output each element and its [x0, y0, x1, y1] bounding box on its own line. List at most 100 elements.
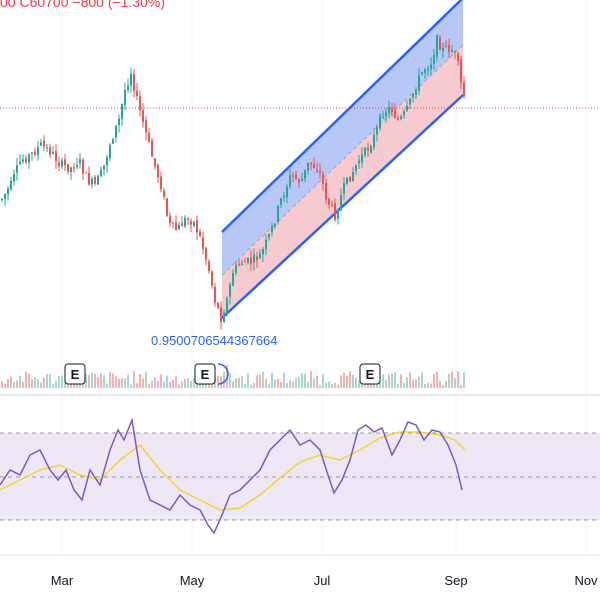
volume-bar: [40, 382, 42, 388]
earnings-marker: E: [194, 363, 216, 385]
candle-body: [97, 175, 99, 185]
volume-bar: [106, 383, 108, 388]
volume-bar: [37, 378, 39, 388]
volume-bar: [430, 383, 432, 388]
candle-body: [115, 125, 117, 138]
volume-bar: [436, 371, 438, 388]
volume-bar: [157, 381, 159, 388]
volume-bar: [358, 381, 360, 388]
volume-bar: [130, 384, 132, 388]
candle-body: [85, 172, 87, 174]
volume-bar: [52, 383, 54, 388]
candle-body: [169, 215, 171, 224]
volume-bar: [217, 375, 219, 388]
volume-bar: [307, 381, 309, 388]
volume-bar: [382, 374, 384, 388]
candle-body: [175, 222, 177, 230]
candle-body: [331, 204, 333, 206]
volume-bar: [229, 373, 231, 388]
candle-body: [379, 115, 381, 129]
volume-bar: [46, 373, 48, 388]
candle-body: [409, 98, 411, 105]
candle-body: [430, 64, 432, 70]
volume-bar: [439, 380, 441, 388]
volume-bar: [373, 381, 375, 388]
volume-bar: [415, 379, 417, 388]
volume-bar: [340, 375, 342, 388]
candle-body: [61, 160, 63, 167]
volume-bar: [337, 384, 339, 388]
volume-bar: [124, 378, 126, 388]
candle-body: [31, 152, 33, 154]
volume-bar: [133, 371, 135, 388]
candle-body: [349, 176, 351, 182]
candle-body: [286, 186, 288, 198]
candle-body: [121, 104, 123, 119]
candle-body: [190, 221, 192, 225]
volume-bar: [355, 377, 357, 388]
volume-bar: [442, 384, 444, 388]
volume-bar: [121, 378, 123, 388]
earnings-marker-label: E: [201, 367, 210, 382]
candle-body: [58, 162, 60, 167]
x-axis-label: Nov: [574, 573, 598, 588]
candle-body: [73, 167, 75, 169]
candle-body: [328, 198, 330, 206]
volume-bar: [457, 371, 459, 388]
x-axis-label: Mar: [51, 573, 74, 588]
volume-bar: [316, 375, 318, 388]
volume-bar: [280, 381, 282, 388]
candle-body: [250, 257, 252, 264]
candle-body: [40, 142, 42, 146]
candle-body: [238, 263, 240, 265]
candle-body: [424, 69, 426, 73]
candle-body: [67, 164, 69, 172]
candle-body: [355, 165, 357, 171]
earnings-marker-box: [359, 363, 381, 385]
candle-body: [88, 173, 90, 185]
volume-bar: [412, 379, 414, 388]
volume-bar: [379, 382, 381, 388]
candle-body: [34, 151, 36, 155]
candle-body: [148, 133, 150, 142]
volume-bar: [349, 371, 351, 388]
regression-channel[interactable]: [221, 0, 464, 319]
volume-bar: [100, 373, 102, 388]
volume-bar: [304, 373, 306, 388]
volume-bar: [313, 378, 315, 388]
volume-bar: [325, 382, 327, 388]
volume-bar: [31, 379, 33, 388]
candle-body: [298, 179, 300, 183]
volume-bar: [223, 371, 225, 388]
volume-bar: [352, 374, 354, 388]
candle-body: [268, 234, 270, 238]
volume-bar: [235, 378, 237, 388]
volume-bar: [400, 374, 402, 388]
volume-bar: [136, 383, 138, 388]
candle-body: [76, 164, 78, 168]
channel-lower-line: [221, 94, 464, 319]
volume-bar: [454, 378, 456, 388]
volume-bar: [289, 380, 291, 388]
volume-bar: [259, 374, 261, 388]
candle-body: [70, 167, 72, 173]
candle-body: [415, 90, 417, 95]
volume-bar: [4, 383, 6, 388]
candle-body: [172, 222, 174, 224]
volume-bar: [319, 384, 321, 388]
candle-body: [421, 72, 423, 75]
volume-bar: [166, 375, 168, 388]
volume-bar: [127, 374, 129, 388]
volume-bar: [28, 373, 30, 388]
volume-bar: [376, 383, 378, 388]
candle-body: [460, 59, 462, 83]
candle-body: [319, 170, 321, 173]
candle-body: [442, 47, 444, 51]
volume-bar: [34, 376, 36, 388]
candle-body: [127, 85, 129, 90]
candle-body: [325, 182, 327, 200]
volume-bar: [394, 372, 396, 388]
volume-bar: [67, 384, 69, 388]
